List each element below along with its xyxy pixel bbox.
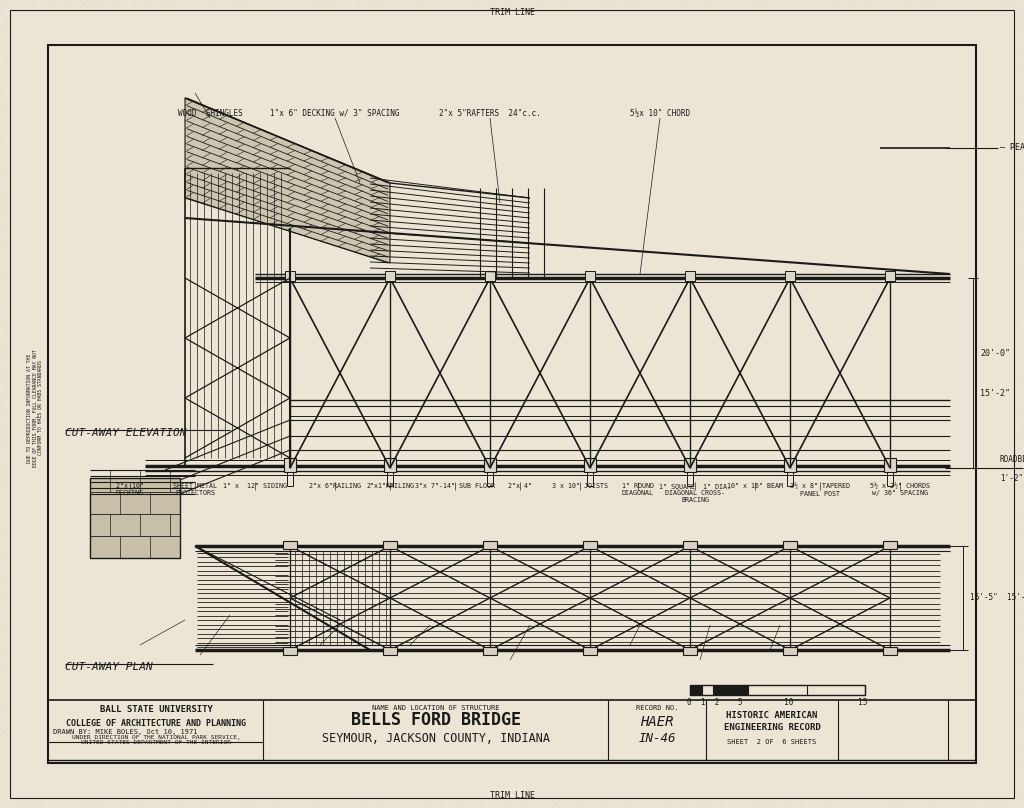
Text: — PEAK: — PEAK (1000, 144, 1024, 153)
Text: 5½x 10" CHORD: 5½x 10" CHORD (630, 109, 690, 118)
Bar (284, 458, 296, 472)
Bar (383, 541, 397, 549)
Bar (885, 271, 895, 281)
Bar (883, 647, 897, 655)
Bar (784, 458, 796, 472)
Text: NAME AND LOCATION OF STRUCTURE: NAME AND LOCATION OF STRUCTURE (373, 705, 500, 711)
Text: 1" ROUND
DIAGONAL: 1" ROUND DIAGONAL (622, 483, 654, 496)
Text: 3"x 7"-14" SUB FLOOR: 3"x 7"-14" SUB FLOOR (415, 483, 495, 489)
Text: 1" x  12" SIDING: 1" x 12" SIDING (223, 483, 287, 489)
Text: 15'-2": 15'-2" (980, 389, 1010, 398)
Text: CUT-AWAY PLAN: CUT-AWAY PLAN (65, 662, 153, 672)
Bar (714, 685, 749, 695)
Bar (690, 685, 701, 695)
Bar (883, 541, 897, 549)
Bar (485, 271, 495, 281)
Text: IN-46: IN-46 (638, 731, 676, 744)
Bar (283, 647, 297, 655)
Bar (783, 647, 797, 655)
Bar (684, 458, 696, 472)
Text: 10" x 16" BEAM: 10" x 16" BEAM (727, 483, 783, 489)
Text: HISTORIC AMERICAN: HISTORIC AMERICAN (726, 710, 818, 719)
Text: DUE TO REPRODUCTION INFORMATION AT THE
EDGE OF THIS FORM, FULL CLEARANCE MAY NOT: DUE TO REPRODUCTION INFORMATION AT THE E… (27, 349, 43, 467)
Bar (690, 685, 865, 695)
Text: 1'-2": 1'-2" (1000, 474, 1023, 483)
Bar (583, 647, 597, 655)
Text: 1" SQUARE  1" DIA.
DIAGONAL CROSS-
BRACING: 1" SQUARE 1" DIA. DIAGONAL CROSS- BRACIN… (659, 483, 731, 503)
Text: SHEET METAL
PROTECTORS: SHEET METAL PROTECTORS (173, 483, 217, 496)
Text: 2"x 6"RAILING: 2"x 6"RAILING (309, 483, 361, 489)
Text: 0  1  2    5         10              15: 0 1 2 5 10 15 (687, 698, 867, 707)
Text: 2"x 10"
DECKING: 2"x 10" DECKING (116, 483, 144, 496)
Bar (584, 458, 596, 472)
Bar (90, 478, 180, 558)
Bar (783, 541, 797, 549)
Text: 2"x 4": 2"x 4" (508, 483, 532, 489)
Bar (583, 541, 597, 549)
Bar (483, 647, 497, 655)
Text: SHEET  2 OF  6 SHEETS: SHEET 2 OF 6 SHEETS (727, 739, 816, 745)
Text: HAER: HAER (640, 715, 674, 729)
Text: UNDER DIRECTION OF THE NATIONAL PARK SERVICE,
UNITED STATES DEPARTMENT OF THE IN: UNDER DIRECTION OF THE NATIONAL PARK SER… (72, 734, 241, 746)
Text: 20'-0": 20'-0" (980, 348, 1010, 357)
Text: BALL STATE UNIVERSITY: BALL STATE UNIVERSITY (99, 705, 212, 714)
Text: TRIM LINE: TRIM LINE (489, 8, 535, 17)
Text: RECORD NO.: RECORD NO. (636, 705, 678, 711)
Text: 16'-5"  15'-2": 16'-5" 15'-2" (970, 594, 1024, 603)
Bar (785, 271, 795, 281)
Text: 2"x 5"RAFTERS  24"c.c.: 2"x 5"RAFTERS 24"c.c. (439, 109, 541, 118)
Text: 3½ x 8" TAPERED
PANEL POST: 3½ x 8" TAPERED PANEL POST (790, 483, 850, 496)
Text: 1"x 6" DECKING w/ 3" SPACING: 1"x 6" DECKING w/ 3" SPACING (270, 109, 399, 118)
Bar (385, 271, 395, 281)
Bar (384, 458, 396, 472)
Bar (884, 458, 896, 472)
Text: CUT-AWAY ELEVATION: CUT-AWAY ELEVATION (65, 428, 186, 438)
Text: SEYMOUR, JACKSON COUNTY, INDIANA: SEYMOUR, JACKSON COUNTY, INDIANA (322, 731, 550, 744)
Bar (683, 647, 697, 655)
Bar (683, 541, 697, 549)
Bar (383, 647, 397, 655)
Text: BELLS FORD BRIDGE: BELLS FORD BRIDGE (351, 711, 521, 729)
Text: 3 x 10" JOISTS: 3 x 10" JOISTS (552, 483, 608, 489)
Bar (283, 541, 297, 549)
Text: 2"x1"RAILING: 2"x1"RAILING (366, 483, 414, 489)
Bar (685, 271, 695, 281)
Text: COLLEGE OF ARCHITECTURE AND PLANNING: COLLEGE OF ARCHITECTURE AND PLANNING (66, 718, 246, 727)
Bar (585, 271, 595, 281)
Bar (48, 45, 976, 763)
Text: TRIM LINE: TRIM LINE (489, 791, 535, 800)
Bar (483, 541, 497, 549)
Text: 5½ x 2½" CHORDS
w/ 36" SPACING: 5½ x 2½" CHORDS w/ 36" SPACING (870, 483, 930, 496)
Bar (285, 271, 295, 281)
Text: DRAWN BY: MIKE BOLES, Oct 10, 1971: DRAWN BY: MIKE BOLES, Oct 10, 1971 (53, 729, 198, 735)
Text: ROADBED: ROADBED (1000, 455, 1024, 464)
Polygon shape (185, 98, 390, 263)
Bar (484, 458, 496, 472)
Text: WOOD  SHINGLES: WOOD SHINGLES (177, 109, 243, 118)
Text: ENGINEERING RECORD: ENGINEERING RECORD (724, 722, 820, 731)
